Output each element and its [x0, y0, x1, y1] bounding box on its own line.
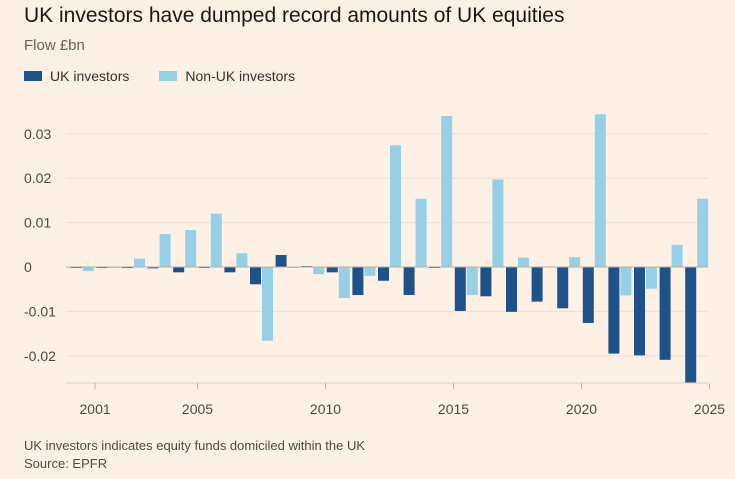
- bar-non-uk-investors: [492, 179, 504, 267]
- y-axis: 0.03 0.02 0.01 0 -0.01 -0.02: [24, 126, 56, 364]
- bar-non-uk-investors: [518, 257, 529, 267]
- bar-non-uk-investors: [620, 267, 632, 296]
- bar-uk-investors: [378, 267, 389, 281]
- bars: [70, 114, 709, 383]
- y-tick-label: 0: [24, 259, 32, 275]
- bar-non-uk-investors: [364, 267, 376, 276]
- bar-non-uk-investors: [415, 198, 427, 267]
- x-tick-label: 2010: [310, 401, 341, 417]
- bar-non-uk-investors: [646, 267, 657, 289]
- bar-non-uk-investors: [82, 267, 94, 271]
- bar-uk-investors: [173, 267, 185, 273]
- bar-uk-investors: [403, 267, 415, 295]
- legend-label-non-uk-investors: Non-UK investors: [185, 68, 296, 84]
- bar-uk-investors: [480, 267, 492, 297]
- bar-non-uk-investors: [134, 258, 145, 267]
- legend-swatch-uk-investors: [24, 71, 42, 81]
- bar-uk-investors: [506, 267, 517, 312]
- bar-chart: 2001 2005 2010 2015 2020 2025 0.03 0.02 0.01 0 -0…: [24, 114, 725, 417]
- bar-uk-investors: [250, 267, 261, 285]
- bar-non-uk-investors: [159, 234, 171, 267]
- bar-uk-investors: [352, 267, 364, 295]
- bar-non-uk-investors: [390, 145, 401, 267]
- bar-uk-investors: [582, 267, 594, 323]
- bar-non-uk-investors: [569, 257, 581, 267]
- bar-uk-investors: [224, 267, 236, 273]
- x-tick-label: 2001: [80, 401, 111, 417]
- bar-non-uk-investors: [697, 198, 709, 267]
- bar-non-uk-investors: [185, 230, 197, 267]
- bar-non-uk-investors: [262, 267, 273, 341]
- bar-uk-investors: [659, 267, 671, 360]
- x-axis: 2001 2005 2010 2015 2020 2025: [66, 382, 725, 417]
- footnote-source: Source: EPFR: [24, 456, 108, 471]
- legend: UK investors Non-UK investors: [24, 68, 325, 84]
- bar-uk-investors: [454, 267, 466, 311]
- bar-non-uk-investors: [210, 213, 222, 267]
- legend-swatch-non-uk-investors: [159, 71, 178, 81]
- y-tick-label: -0.01: [24, 303, 56, 319]
- y-tick-label: 0.02: [24, 170, 51, 186]
- x-tick-label: 2015: [438, 401, 469, 417]
- bar-uk-investors: [557, 267, 569, 309]
- bar-uk-investors: [326, 267, 338, 273]
- x-tick-label: 2020: [566, 401, 597, 417]
- bar-non-uk-investors: [466, 267, 478, 295]
- bar-uk-investors: [634, 267, 645, 356]
- legend-item-non-uk-investors: Non-UK investors: [159, 68, 295, 84]
- bar-uk-investors: [608, 267, 620, 354]
- x-tick-label: 2025: [694, 401, 725, 417]
- footnote-note: UK investors indicates equity funds domi…: [24, 438, 366, 453]
- y-tick-label: 0.03: [24, 126, 51, 142]
- x-tick-label: 2005: [182, 401, 213, 417]
- bar-non-uk-investors: [236, 253, 248, 267]
- chart-title: UK investors have dumped record amounts …: [24, 4, 565, 27]
- legend-label-uk-investors: UK investors: [50, 68, 130, 84]
- bar-uk-investors: [685, 267, 697, 383]
- bar-non-uk-investors: [338, 267, 350, 299]
- chart-subtitle: Flow £bn: [24, 37, 85, 54]
- y-tick-label: -0.02: [24, 348, 56, 364]
- bar-non-uk-investors: [313, 267, 325, 275]
- bar-uk-investors: [147, 267, 159, 269]
- bar-non-uk-investors: [441, 116, 453, 267]
- bar-uk-investors: [275, 255, 287, 267]
- bar-non-uk-investors: [671, 244, 683, 267]
- legend-item-uk-investors: UK investors: [24, 68, 129, 84]
- bar-uk-investors: [531, 267, 543, 302]
- bar-non-uk-investors: [594, 114, 606, 267]
- footnote: UK investors indicates equity funds domi…: [24, 437, 365, 473]
- y-tick-label: 0.01: [24, 215, 51, 231]
